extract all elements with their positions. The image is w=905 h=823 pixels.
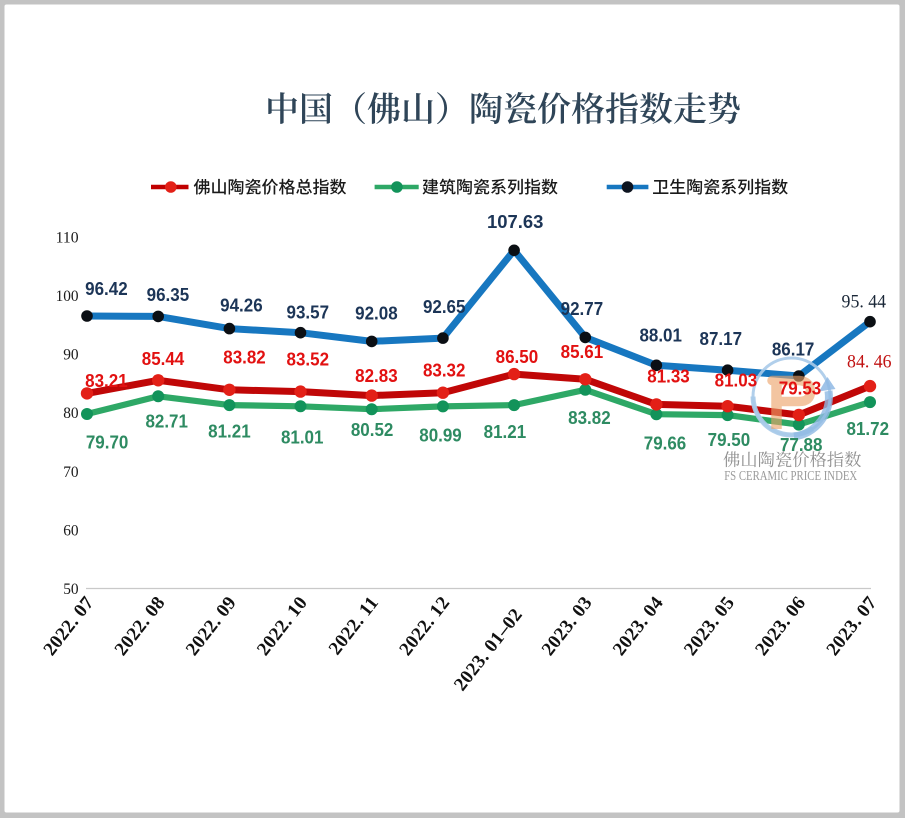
svg-text:85.61: 85.61: [561, 341, 604, 362]
svg-text:83.32: 83.32: [423, 359, 466, 380]
svg-text:83.52: 83.52: [287, 349, 330, 370]
svg-text:93.57: 93.57: [287, 301, 330, 322]
svg-text:FS CERAMIC PRICE INDEX: FS CERAMIC PRICE INDEX: [724, 469, 857, 484]
svg-text:79.53: 79.53: [779, 377, 822, 398]
svg-text:96.42: 96.42: [85, 278, 128, 299]
svg-text:81.33: 81.33: [647, 366, 690, 387]
svg-text:82.71: 82.71: [145, 410, 188, 431]
svg-text:87.17: 87.17: [700, 328, 743, 349]
svg-text:95. 44: 95. 44: [842, 293, 887, 313]
svg-text:70: 70: [63, 464, 78, 481]
svg-text:83.82: 83.82: [223, 346, 266, 367]
svg-text:81.03: 81.03: [715, 369, 758, 390]
svg-text:50: 50: [63, 581, 78, 598]
svg-text:81.21: 81.21: [208, 421, 251, 442]
svg-text:79.70: 79.70: [86, 431, 129, 452]
svg-text:79.66: 79.66: [644, 432, 687, 453]
svg-text:77.88: 77.88: [780, 434, 823, 455]
svg-text:81.21: 81.21: [484, 421, 527, 442]
svg-text:110: 110: [56, 229, 79, 246]
svg-text:81.72: 81.72: [847, 418, 890, 439]
svg-text:92.08: 92.08: [355, 302, 398, 323]
svg-text:83.21: 83.21: [85, 370, 128, 391]
svg-text:92.65: 92.65: [423, 296, 466, 317]
svg-text:83.82: 83.82: [568, 407, 611, 428]
svg-text:81.01: 81.01: [281, 427, 324, 448]
svg-text:88.01: 88.01: [639, 324, 682, 345]
svg-text:100: 100: [56, 288, 79, 305]
svg-text:85.44: 85.44: [142, 348, 185, 369]
svg-text:90: 90: [63, 347, 78, 364]
svg-text:60: 60: [63, 522, 78, 539]
svg-text:84. 46: 84. 46: [847, 353, 892, 373]
svg-text:107.63: 107.63: [487, 211, 544, 232]
svg-text:82.83: 82.83: [355, 365, 398, 386]
svg-text:92.77: 92.77: [561, 298, 604, 319]
svg-text:94.26: 94.26: [220, 294, 263, 315]
svg-text:79.50: 79.50: [708, 429, 751, 450]
svg-text:86.17: 86.17: [772, 338, 815, 359]
svg-text:80: 80: [63, 405, 78, 422]
svg-text:80.99: 80.99: [419, 424, 462, 445]
svg-text:80.52: 80.52: [351, 419, 394, 440]
svg-text:86.50: 86.50: [496, 346, 539, 367]
svg-text:96.35: 96.35: [147, 284, 190, 305]
